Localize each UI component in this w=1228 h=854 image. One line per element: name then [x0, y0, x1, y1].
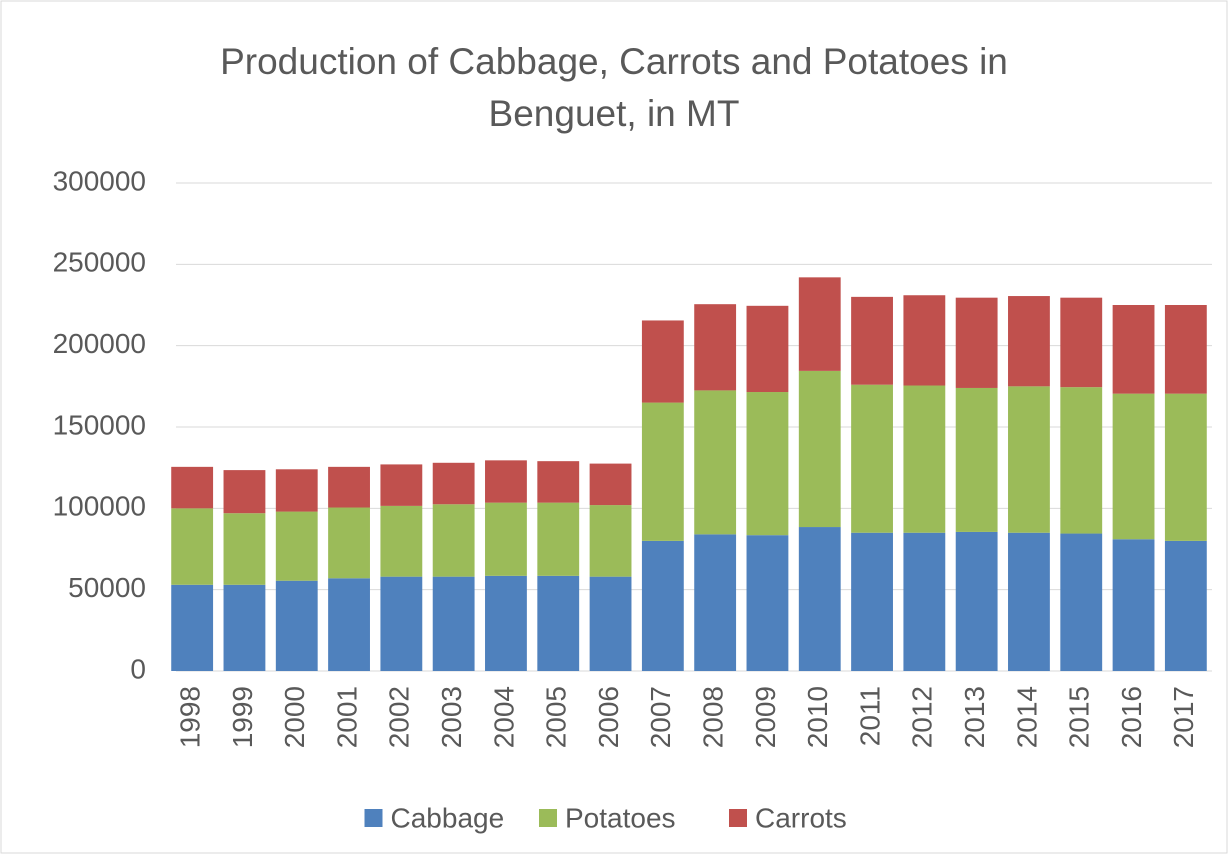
bar-segment [1060, 387, 1103, 534]
bar-segment [1008, 386, 1050, 533]
bar-segment [485, 502, 527, 576]
legend-label: Carrots [755, 802, 847, 833]
x-tick-label: 2001 [331, 686, 362, 748]
bar-segment [1112, 393, 1155, 540]
bar-segment [380, 505, 423, 577]
x-tick-label: 2017 [1168, 686, 1199, 748]
x-tick-label: 2015 [1064, 686, 1095, 748]
bar-segment [485, 460, 527, 503]
bar-segment [171, 508, 214, 585]
bar-segment [1164, 540, 1207, 671]
x-tick-label: 2008 [698, 686, 729, 748]
bar-segment [955, 297, 998, 388]
bar-segment [1164, 305, 1207, 394]
bar-segment [694, 304, 737, 391]
x-tick-label: 2002 [384, 686, 415, 748]
bar-segment [903, 532, 946, 671]
x-tick-label: 2012 [907, 686, 938, 748]
bar-segment [275, 469, 318, 512]
bar-segment [537, 575, 580, 671]
x-tick-label: 2000 [279, 686, 310, 748]
bar-segment [746, 392, 789, 536]
legend-swatch [364, 809, 383, 827]
bar-segment [1060, 533, 1103, 671]
bar-segment [432, 576, 475, 671]
x-tick-label: 2005 [541, 686, 572, 748]
bar-segment [641, 402, 684, 541]
bar-segment [537, 502, 580, 576]
y-tick-label: 250000 [53, 247, 146, 278]
bar-segment [851, 384, 893, 533]
x-tick-label: 2009 [750, 686, 781, 748]
legend-label: Cabbage [391, 802, 505, 833]
bar-segment [1112, 539, 1155, 671]
bar-segment [1060, 297, 1103, 388]
bar-segment [1008, 296, 1050, 387]
bar-segment [589, 463, 632, 506]
bar-segment [798, 527, 841, 671]
bar-segment [798, 277, 841, 371]
bar-segment [694, 534, 737, 671]
bar-segment [903, 385, 946, 533]
y-tick-label: 100000 [53, 491, 146, 522]
bar-segment [851, 532, 893, 671]
x-tick-label: 2016 [1116, 686, 1147, 748]
bar-segment [328, 578, 370, 671]
bar-segment [851, 296, 893, 385]
bar-segment [746, 305, 789, 393]
x-tick-label: 2004 [488, 686, 519, 748]
y-tick-label: 200000 [53, 328, 146, 359]
bar-segment [746, 535, 789, 671]
bar-segment [223, 470, 266, 514]
bar-segment [432, 462, 475, 505]
x-tick-label: 2007 [645, 686, 676, 748]
bar-segment [328, 507, 370, 579]
bar-segment [223, 513, 266, 585]
bar-segment [955, 387, 998, 532]
bar-segment [1164, 393, 1207, 541]
y-tick-label: 0 [130, 653, 146, 684]
y-tick-label: 150000 [53, 409, 146, 440]
x-tick-label: 2011 [854, 686, 885, 746]
x-tick-label: 1999 [227, 686, 258, 748]
y-tick-label: 300000 [53, 165, 146, 196]
bar-segment [223, 584, 266, 671]
y-tick-label: 50000 [68, 572, 146, 603]
bar-segment [589, 576, 632, 671]
legend-label: Potatoes [565, 802, 676, 833]
bar-segment [275, 511, 318, 581]
bar-segment [694, 390, 737, 535]
bar-segment [1112, 305, 1155, 394]
bar-segment [432, 504, 475, 577]
x-tick-label: 2006 [593, 686, 624, 748]
bar-segment [485, 575, 527, 671]
x-tick-label: 2014 [1011, 686, 1042, 748]
legend-swatch [729, 809, 747, 827]
x-tick-label: 1998 [175, 686, 206, 748]
bar-segment [589, 505, 632, 577]
x-tick-label: 2013 [959, 686, 990, 748]
bar-segment [1008, 532, 1050, 671]
bar-segment [903, 295, 946, 386]
legend-swatch [539, 809, 557, 827]
bar-segment [641, 540, 684, 671]
bar-segment [328, 466, 370, 508]
bar-segment [798, 370, 841, 528]
bar-segment [171, 584, 214, 671]
bar-segment [537, 461, 580, 503]
chart-title: Production of Cabbage, Carrots and Potat… [220, 41, 1008, 134]
x-tick-label: 2003 [436, 686, 467, 748]
bar-segment [380, 464, 423, 506]
bar-segment [171, 466, 214, 509]
x-tick-label: 2010 [802, 686, 833, 748]
bar-segment [955, 531, 998, 671]
bar-segment [380, 576, 423, 671]
bar-segment [641, 320, 684, 403]
bar-segment [275, 580, 318, 671]
